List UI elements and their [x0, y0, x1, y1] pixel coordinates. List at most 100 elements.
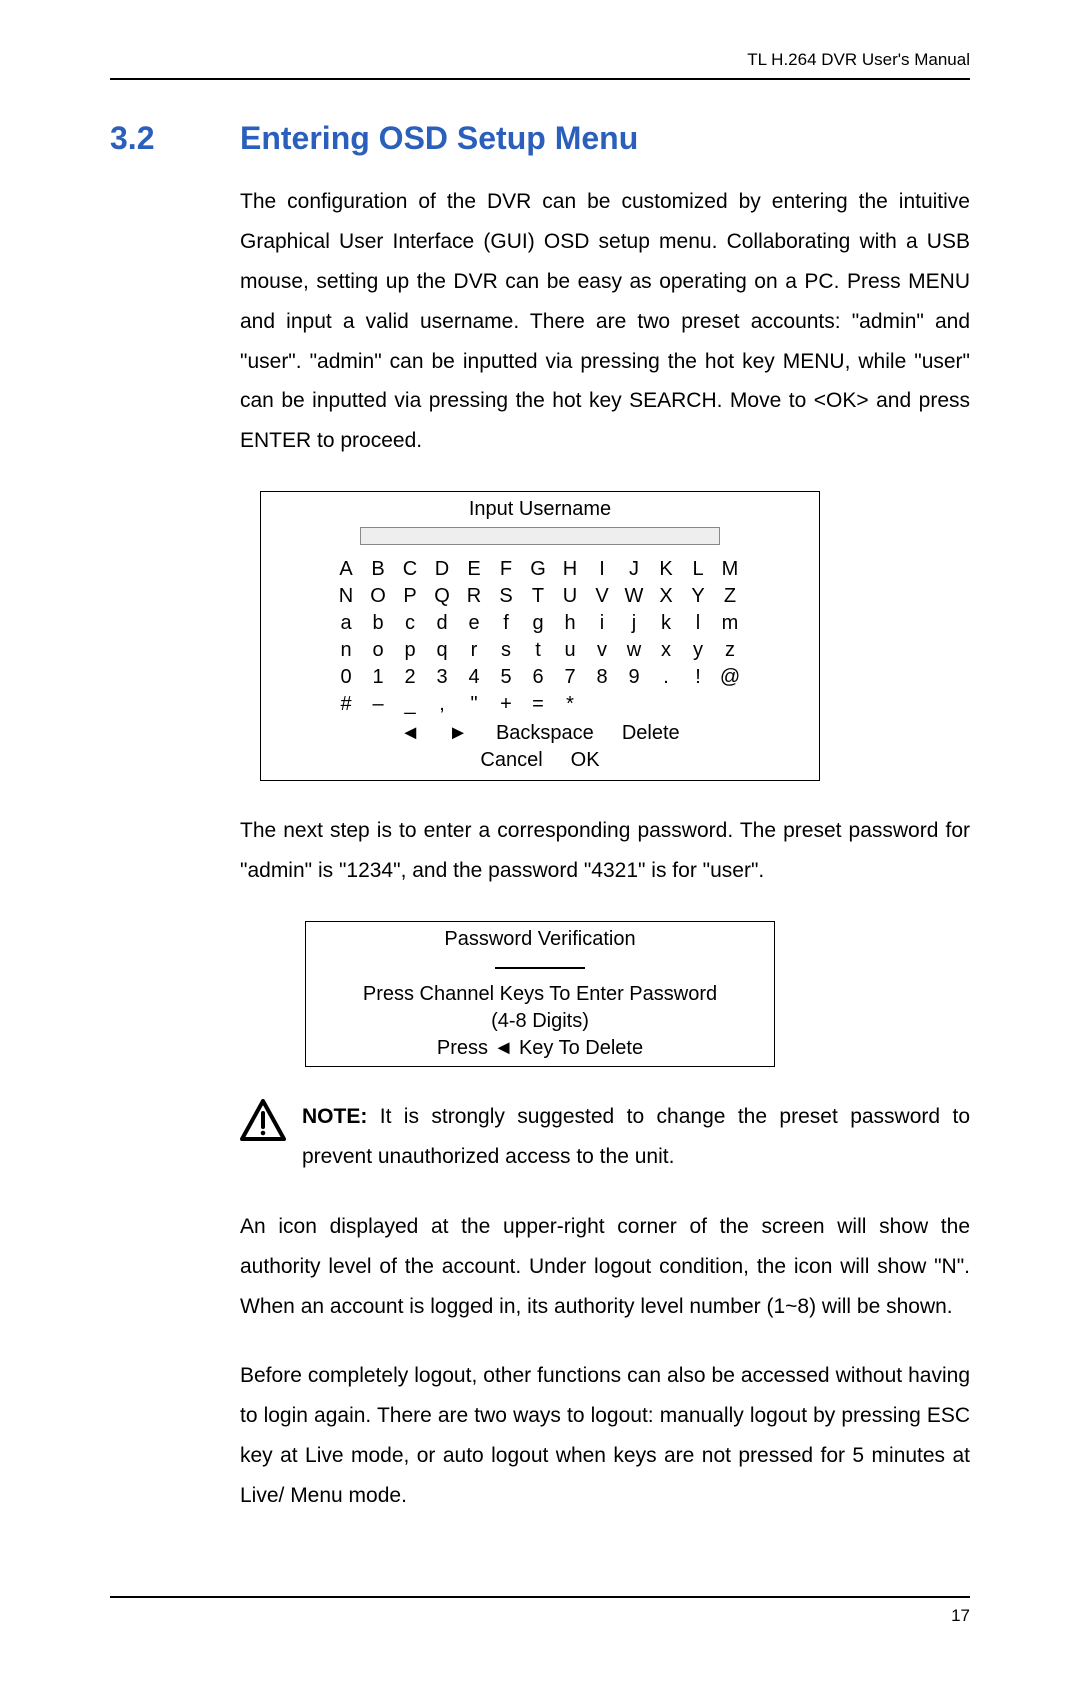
kb-key[interactable]: C [394, 556, 426, 583]
kb-ok[interactable]: OK [571, 747, 600, 774]
kb-key[interactable]: + [490, 691, 522, 718]
kb-key[interactable]: – [362, 691, 394, 718]
kb-key[interactable]: ! [682, 664, 714, 691]
kb-key[interactable]: c [394, 610, 426, 637]
kb-key[interactable]: e [458, 610, 490, 637]
kb-key[interactable]: z [714, 637, 746, 664]
kb-key[interactable]: 7 [554, 664, 586, 691]
kb-actions-1: ◄ ► Backspace Delete [330, 720, 750, 747]
pw-line3: Press ◄ Key To Delete [306, 1035, 774, 1062]
kb-key[interactable]: p [394, 637, 426, 664]
kb-key[interactable]: W [618, 583, 650, 610]
kb-row-1: N O P Q R S T U V W X Y Z [330, 583, 750, 610]
kb-key[interactable]: 8 [586, 664, 618, 691]
kb-key[interactable]: n [330, 637, 362, 664]
kb-key[interactable]: 4 [458, 664, 490, 691]
kb-key[interactable]: 1 [362, 664, 394, 691]
kb-key[interactable]: J [618, 556, 650, 583]
kb-key[interactable]: _ [394, 691, 426, 718]
kb-key[interactable]: u [554, 637, 586, 664]
kb-key[interactable]: Q [426, 583, 458, 610]
kb-key[interactable]: H [554, 556, 586, 583]
kb-key[interactable]: o [362, 637, 394, 664]
osd-username-input[interactable] [360, 527, 720, 545]
osd-username-box: Input Username A B C D E F G H I J K L M… [260, 491, 820, 781]
kb-key[interactable]: X [650, 583, 682, 610]
note-text: NOTE: It is strongly suggested to change… [302, 1097, 970, 1177]
kb-key[interactable]: O [362, 583, 394, 610]
kb-key[interactable]: d [426, 610, 458, 637]
kb-key[interactable]: E [458, 556, 490, 583]
paragraph-2: The next step is to enter a correspondin… [240, 811, 970, 891]
pw-input[interactable] [495, 955, 585, 969]
kb-left-arrow[interactable]: ◄ [400, 720, 420, 747]
kb-key[interactable]: S [490, 583, 522, 610]
kb-key[interactable]: Z [714, 583, 746, 610]
kb-key[interactable]: V [586, 583, 618, 610]
kb-key[interactable]: 3 [426, 664, 458, 691]
osd-title: Input Username [261, 492, 819, 523]
kb-key[interactable]: N [330, 583, 362, 610]
paragraph-3: An icon displayed at the upper-right cor… [240, 1207, 970, 1327]
kb-key[interactable]: q [426, 637, 458, 664]
kb-key[interactable]: y [682, 637, 714, 664]
password-verification-box: Password Verification Press Channel Keys… [305, 921, 775, 1067]
header-product: TL H.264 [747, 50, 816, 69]
kb-key[interactable]: A [330, 556, 362, 583]
kb-key[interactable]: j [618, 610, 650, 637]
kb-row-5: # – _ , " + = * [330, 691, 750, 718]
kb-key[interactable]: F [490, 556, 522, 583]
kb-key[interactable]: i [586, 610, 618, 637]
kb-cancel[interactable]: Cancel [480, 747, 542, 774]
kb-key[interactable]: " [458, 691, 490, 718]
kb-key[interactable]: D [426, 556, 458, 583]
kb-key[interactable]: b [362, 610, 394, 637]
kb-key[interactable]: m [714, 610, 746, 637]
kb-key [714, 691, 746, 718]
kb-key[interactable]: G [522, 556, 554, 583]
kb-delete[interactable]: Delete [622, 720, 680, 747]
section-title: Entering OSD Setup Menu [240, 120, 638, 157]
kb-key[interactable]: 9 [618, 664, 650, 691]
kb-key[interactable]: * [554, 691, 586, 718]
kb-key[interactable]: , [426, 691, 458, 718]
kb-backspace[interactable]: Backspace [496, 720, 594, 747]
kb-key[interactable]: @ [714, 664, 746, 691]
kb-key[interactable]: l [682, 610, 714, 637]
kb-key[interactable]: k [650, 610, 682, 637]
kb-key[interactable]: t [522, 637, 554, 664]
kb-key[interactable]: v [586, 637, 618, 664]
kb-key[interactable]: P [394, 583, 426, 610]
kb-key[interactable]: 6 [522, 664, 554, 691]
kb-key[interactable]: = [522, 691, 554, 718]
kb-key[interactable]: w [618, 637, 650, 664]
kb-key[interactable]: T [522, 583, 554, 610]
kb-key[interactable]: 2 [394, 664, 426, 691]
kb-row-2: a b c d e f g h i j k l m [330, 610, 750, 637]
kb-key[interactable]: # [330, 691, 362, 718]
kb-key[interactable]: U [554, 583, 586, 610]
osd-input-row [261, 527, 819, 550]
kb-key[interactable]: 0 [330, 664, 362, 691]
kb-key[interactable]: h [554, 610, 586, 637]
kb-key[interactable]: r [458, 637, 490, 664]
kb-key[interactable]: Y [682, 583, 714, 610]
kb-key[interactable]: x [650, 637, 682, 664]
kb-key[interactable]: g [522, 610, 554, 637]
section-heading: 3.2 Entering OSD Setup Menu [110, 120, 970, 157]
kb-right-arrow[interactable]: ► [448, 720, 468, 747]
paragraph-1: The configuration of the DVR can be cust… [240, 182, 970, 461]
pw-line1: Press Channel Keys To Enter Password [306, 981, 774, 1008]
kb-key[interactable]: R [458, 583, 490, 610]
kb-key[interactable]: I [586, 556, 618, 583]
kb-key[interactable]: a [330, 610, 362, 637]
kb-key[interactable]: s [490, 637, 522, 664]
kb-key[interactable]: f [490, 610, 522, 637]
kb-key[interactable]: B [362, 556, 394, 583]
kb-key[interactable]: . [650, 664, 682, 691]
kb-key[interactable]: 5 [490, 664, 522, 691]
kb-key[interactable]: M [714, 556, 746, 583]
kb-key[interactable]: L [682, 556, 714, 583]
kb-key[interactable]: K [650, 556, 682, 583]
note-body: It is strongly suggested to change the p… [302, 1105, 970, 1168]
